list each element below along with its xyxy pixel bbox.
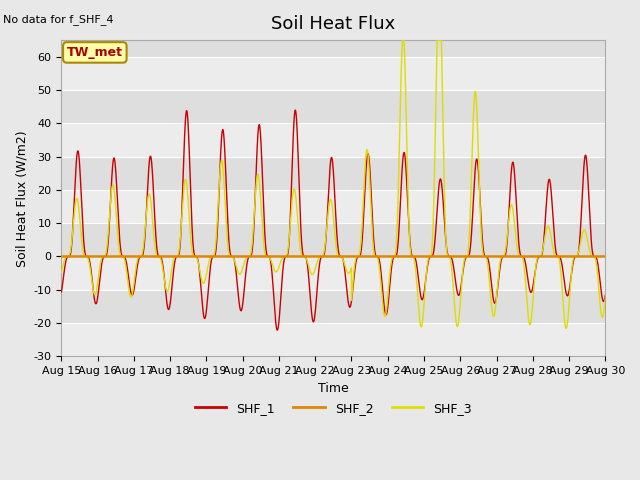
Bar bbox=[61, 57, 605, 90]
Y-axis label: Soil Heat Flux (W/m2): Soil Heat Flux (W/m2) bbox=[15, 130, 28, 266]
SHF_2 bbox=[396, 253, 404, 259]
Bar bbox=[61, 190, 605, 223]
SHF_1 bbox=[602, 292, 609, 298]
SHF_1 bbox=[387, 274, 394, 280]
SHF_1 bbox=[174, 253, 182, 259]
SHF_1 bbox=[209, 253, 217, 259]
SHF_2 bbox=[174, 253, 182, 259]
SHF_1 bbox=[58, 289, 65, 295]
SHF_2 bbox=[602, 253, 609, 259]
Title: Soil Heat Flux: Soil Heat Flux bbox=[271, 15, 396, 33]
SHF_1 bbox=[273, 327, 281, 333]
SHF_3 bbox=[58, 270, 65, 276]
Text: No data for f_SHF_4: No data for f_SHF_4 bbox=[3, 14, 114, 25]
SHF_2 bbox=[387, 253, 394, 259]
Line: SHF_1: SHF_1 bbox=[61, 110, 605, 330]
SHF_2 bbox=[209, 253, 217, 259]
SHF_3 bbox=[550, 249, 557, 254]
SHF_1 bbox=[550, 228, 558, 234]
Bar bbox=[61, 323, 605, 356]
SHF_3 bbox=[396, 125, 404, 131]
Text: TW_met: TW_met bbox=[67, 46, 123, 59]
SHF_2 bbox=[550, 253, 557, 259]
SHF_3 bbox=[387, 266, 394, 272]
X-axis label: Time: Time bbox=[318, 382, 349, 395]
Bar bbox=[61, 256, 605, 290]
SHF_3 bbox=[602, 296, 609, 302]
SHF_2 bbox=[58, 253, 65, 259]
SHF_3 bbox=[399, 37, 406, 43]
SHF_2 bbox=[601, 253, 609, 259]
Legend: SHF_1, SHF_2, SHF_3: SHF_1, SHF_2, SHF_3 bbox=[190, 396, 477, 420]
Bar bbox=[61, 123, 605, 156]
SHF_3 bbox=[174, 252, 182, 258]
SHF_3 bbox=[602, 294, 609, 300]
SHF_3 bbox=[209, 253, 217, 259]
SHF_1 bbox=[602, 293, 609, 299]
Line: SHF_3: SHF_3 bbox=[61, 40, 605, 328]
SHF_3 bbox=[563, 325, 570, 331]
SHF_1 bbox=[396, 206, 404, 212]
SHF_1 bbox=[291, 107, 299, 113]
